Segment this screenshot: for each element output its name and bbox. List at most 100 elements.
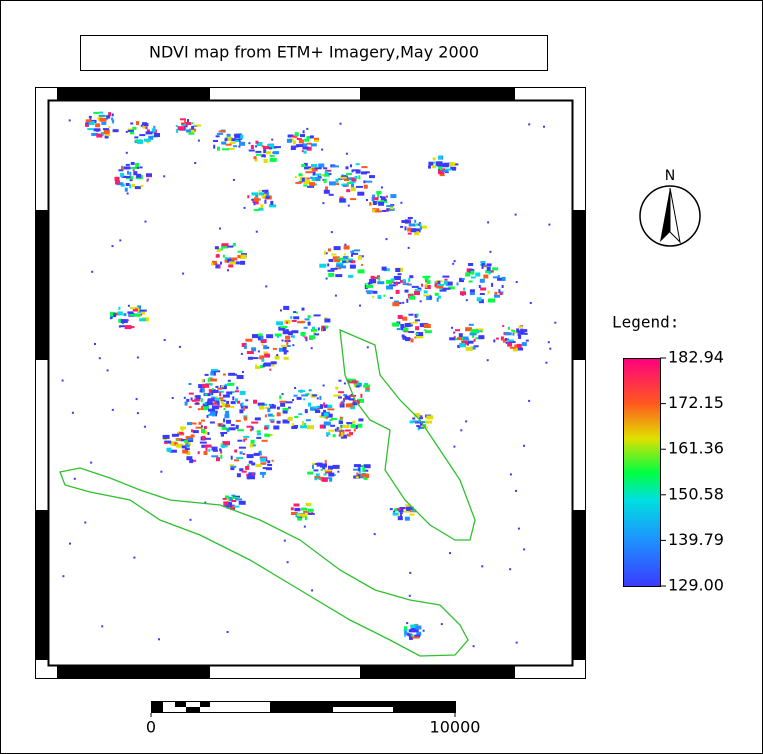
scale-segment [393,701,455,713]
ndvi-pixel [423,630,425,632]
ndvi-pixel [470,292,475,295]
ndvi-pixel [305,409,308,413]
ndvi-pixel [477,297,482,301]
ndvi-pixel [369,202,371,205]
neat-segment [36,210,48,360]
ndvi-pixel [508,327,510,330]
ndvi-pixel [329,259,334,262]
ndvi-pixel [351,424,356,428]
ndvi-pixel [437,298,439,302]
ndvi-pixel [328,273,334,277]
ndvi-pixel [356,425,358,429]
ndvi-pixel [327,408,334,410]
ndvi-pixel [361,474,366,477]
ndvi-pixel [129,184,131,188]
ndvi-pixel [400,202,402,204]
legend-tick-label: 129.00 [668,576,724,595]
ndvi-pixel [128,130,134,132]
ndvi-pixel [264,159,268,163]
ndvi-pixel [507,343,512,347]
ndvi-pixel [221,401,224,404]
ndvi-pixel [205,374,209,376]
ndvi-pixel [226,144,232,146]
ndvi-pixel [405,323,411,327]
ndvi-pixel [304,151,307,154]
ndvi-pixel [430,295,432,299]
ndvi-pixel [311,164,317,167]
ndvi-pixel [136,398,138,400]
ndvi-pixel [242,471,247,473]
ndvi-pixel [356,186,363,188]
ndvi-pixel [328,430,334,432]
ndvi-pixel [210,422,215,424]
ndvi-pixel [543,126,545,128]
ndvi-pixel [85,124,88,127]
ndvi-pixel [409,296,415,300]
ndvi-pixel [331,231,333,233]
ndvi-pixel [480,279,485,283]
legend-tick-label: 161.36 [668,439,724,458]
ndvi-pixel [376,191,381,194]
ndvi-pixel [261,359,264,362]
ndvi-pixel [437,284,444,286]
ndvi-pixel [424,329,426,331]
ndvi-pixel [403,279,406,282]
ndvi-pixel [233,179,235,181]
ndvi-pixel [510,347,516,349]
ndvi-pixel [106,134,110,136]
ndvi-pixel [316,174,321,176]
ndvi-pixel [518,528,520,530]
ndvi-pixel [223,374,226,376]
ndvi-pixel [545,362,547,364]
ndvi-pixel [228,502,232,505]
ndvi-pixel [442,163,449,167]
ndvi-pixel [304,337,307,339]
ndvi-pixel [410,420,414,423]
ndvi-pixel [480,261,485,263]
ndvi-pixel [238,251,243,253]
ndvi-pixel [254,156,257,159]
ndvi-pixel [290,316,292,319]
ndvi-pixel [313,406,320,408]
ndvi-pixel [188,438,193,440]
ndvi-pixel [484,265,486,267]
ndvi-pixel [415,333,418,335]
ndvi-pixel [186,445,190,448]
ndvi-pixel [355,176,358,179]
ndvi-pixel [505,332,512,335]
ndvi-pixel [471,277,476,279]
ndvi-pixel [400,512,403,514]
ndvi-pixel [283,306,289,310]
ndvi-pixel [213,140,218,142]
ndvi-pixel [365,181,372,183]
ndvi-pixel [208,378,210,382]
ndvi-pixel [421,284,423,287]
ndvi-pixel [512,333,514,336]
ndvi-pixel [515,214,517,216]
ndvi-pixel [241,353,243,355]
ndvi-pixel [469,324,474,326]
ndvi-pixel [438,167,442,169]
ndvi-pixel [308,403,311,407]
ndvi-pixel [339,265,346,268]
ndvi-pixel [115,180,120,184]
ndvi-pixel [284,357,289,360]
ndvi-pixel [483,275,488,279]
ndvi-pixel [231,495,235,497]
ndvi-pixel [217,133,223,135]
ndvi-pixel [406,299,408,303]
ndvi-pixel [130,123,133,125]
ndvi-pixel [367,292,372,294]
ndvi-pixel [356,386,360,388]
ndvi-pixel [180,427,186,430]
ndvi-pixel [131,162,135,165]
ndvi-pixel [468,263,473,266]
ndvi-pixel [403,283,409,285]
ndvi-pixel [211,455,218,457]
ndvi-pixel [512,330,515,332]
ndvi-pixel [205,394,208,396]
ndvi-pixel [331,268,338,270]
ndvi-pixel [295,182,301,184]
ndvi-pixel [307,472,313,475]
ndvi-pixel [211,369,218,371]
